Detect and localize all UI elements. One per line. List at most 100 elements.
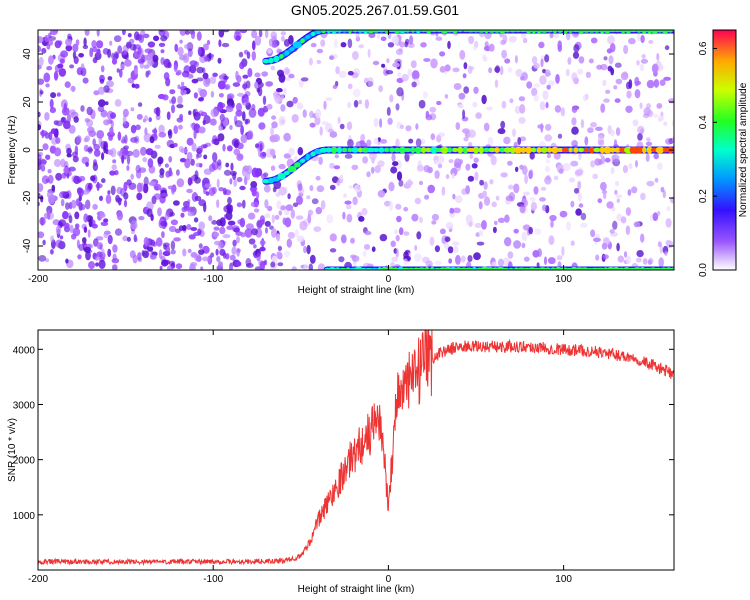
spectrogram-signal-blob bbox=[505, 30, 510, 33]
spectrogram-signal-blob bbox=[310, 151, 316, 157]
spectrogram-noise-blob bbox=[55, 225, 62, 235]
spectrogram-noise-blob bbox=[66, 113, 72, 123]
spectrogram-noise-blob bbox=[216, 178, 220, 188]
spectrogram-signal-blob bbox=[545, 267, 551, 270]
spectrogram-signal-blob bbox=[310, 31, 316, 37]
spectrogram-signal-blob bbox=[568, 30, 573, 33]
spectrogram-noise-blob bbox=[185, 30, 190, 35]
spectrogram-noise-blob bbox=[158, 249, 163, 260]
spectrogram-noise-blob bbox=[79, 203, 86, 211]
spectrogram-noise-blob bbox=[562, 162, 571, 172]
spectrogram-noise-blob bbox=[42, 143, 49, 151]
spectrogram-noise-blob bbox=[645, 153, 650, 162]
spectrogram-noise-blob bbox=[123, 145, 129, 150]
spectrogram-noise-blob bbox=[96, 40, 104, 49]
spectrogram-noise-blob bbox=[38, 78, 45, 85]
spectrogram-noise-blob bbox=[548, 235, 555, 246]
spectrogram-noise-blob bbox=[501, 49, 507, 59]
spectrogram-signal-blob bbox=[413, 267, 420, 270]
spectrogram-noise-blob bbox=[386, 58, 390, 64]
spectrogram-noise-blob bbox=[588, 58, 594, 64]
spectrogram-noise-blob bbox=[152, 129, 158, 134]
spectrogram-noise-blob bbox=[405, 38, 410, 45]
spectrogram-noise-blob bbox=[55, 137, 61, 144]
spectrogram-noise-blob bbox=[453, 207, 461, 214]
spectrogram-noise-blob bbox=[168, 225, 177, 233]
spectrogram-noise-blob bbox=[256, 87, 261, 93]
spectrogram-noise-blob bbox=[578, 203, 584, 208]
spectrogram-noise-blob bbox=[415, 123, 419, 130]
spectrogram-noise-blob bbox=[280, 119, 285, 124]
spectrogram-noise-blob bbox=[395, 48, 404, 56]
spectrogram-noise-blob bbox=[306, 195, 311, 200]
spectrogram-signal-blob bbox=[300, 38, 305, 44]
spectrogram-noise-blob bbox=[188, 110, 192, 116]
spectrogram-noise-blob bbox=[499, 65, 504, 76]
spectrogram-noise-blob bbox=[358, 44, 365, 49]
spectrogram-noise-blob bbox=[387, 117, 393, 125]
spectrogram-noise-blob bbox=[469, 153, 474, 160]
snr-y-tick-label: 1000 bbox=[13, 511, 36, 522]
spectrogram-noise-blob bbox=[425, 260, 433, 268]
spectrogram-noise-blob bbox=[92, 57, 98, 64]
spectrogram-noise-blob bbox=[38, 111, 41, 118]
spectrogram-signal-blob bbox=[341, 30, 348, 33]
spectrogram-noise-blob bbox=[309, 110, 314, 119]
spectrogram-signal-blob bbox=[599, 146, 605, 154]
spectrogram-noise-blob bbox=[82, 189, 90, 195]
spectrogram-noise-blob bbox=[217, 80, 226, 90]
spectrogram-noise-blob bbox=[609, 229, 615, 234]
spectrogram-noise-blob bbox=[113, 35, 122, 43]
spectrogram-noise-blob bbox=[546, 84, 551, 90]
spectrogram-noise-blob bbox=[283, 39, 290, 47]
spectrogram-noise-blob bbox=[196, 152, 202, 158]
spectrogram-noise-blob bbox=[176, 169, 180, 176]
spectrogram-noise-blob bbox=[648, 39, 654, 44]
spectrogram-noise-blob bbox=[397, 72, 402, 77]
spectrogram-noise-blob bbox=[115, 197, 123, 202]
spectrogram-signal-blob bbox=[540, 147, 549, 153]
spectrogram-noise-blob bbox=[235, 261, 242, 267]
spectrogram-noise-blob bbox=[291, 266, 297, 270]
spectrogram-noise-blob bbox=[578, 56, 585, 64]
spectrogram-noise-blob bbox=[577, 180, 582, 190]
spectrogram-noise-blob bbox=[401, 73, 409, 82]
spectrogram-noise-blob bbox=[509, 98, 514, 104]
spectrogram-noise-blob bbox=[126, 154, 131, 165]
spectrogram-noise-blob bbox=[84, 118, 90, 123]
spectrogram-signal-blob bbox=[578, 147, 584, 153]
spectrogram-noise-blob bbox=[513, 183, 520, 194]
spectrogram-signal-blob bbox=[580, 267, 589, 270]
spectrogram-noise-blob bbox=[122, 235, 129, 242]
spectrogram-noise-blob bbox=[264, 213, 271, 219]
spectrogram-noise-blob bbox=[478, 230, 483, 236]
spectrogram-signal-blob bbox=[642, 146, 647, 154]
spectrogram-noise-blob bbox=[600, 63, 608, 71]
spectrogram-noise-blob bbox=[218, 261, 223, 268]
spectrogram-noise-blob bbox=[117, 45, 123, 54]
spectrogram-noise-blob bbox=[276, 88, 283, 93]
spectrogram-noise-blob bbox=[58, 68, 67, 77]
spectrogram-signal-blob bbox=[326, 147, 332, 153]
spectrogram-noise-blob bbox=[405, 125, 412, 132]
spectrogram-noise-blob bbox=[283, 132, 291, 142]
spectrogram-noise-blob bbox=[258, 30, 263, 38]
spectrogram-noise-blob bbox=[639, 63, 645, 72]
spectrogram-noise-blob bbox=[78, 53, 84, 58]
spectrogram-noise-blob bbox=[479, 179, 484, 186]
spectrogram-noise-blob bbox=[283, 67, 290, 76]
spectrogram-noise-blob bbox=[653, 153, 659, 160]
spectrogram-noise-blob bbox=[533, 62, 540, 69]
spectrogram-noise-blob bbox=[122, 30, 126, 36]
spectrogram-noise-blob bbox=[239, 30, 248, 34]
spectrogram-noise-blob bbox=[640, 128, 644, 135]
spectrogram-noise-blob bbox=[127, 33, 132, 38]
spectrogram-noise-blob bbox=[65, 202, 70, 210]
spectrogram-noise-blob bbox=[111, 52, 115, 60]
spectrogram-noise-blob bbox=[597, 198, 603, 204]
spectrogram-noise-blob bbox=[92, 46, 98, 53]
spectrogram-noise-blob bbox=[175, 263, 183, 270]
spectrogram-signal-blob bbox=[431, 30, 437, 33]
spectrogram-noise-blob bbox=[93, 90, 100, 96]
spectrogram-noise-blob bbox=[197, 145, 203, 153]
